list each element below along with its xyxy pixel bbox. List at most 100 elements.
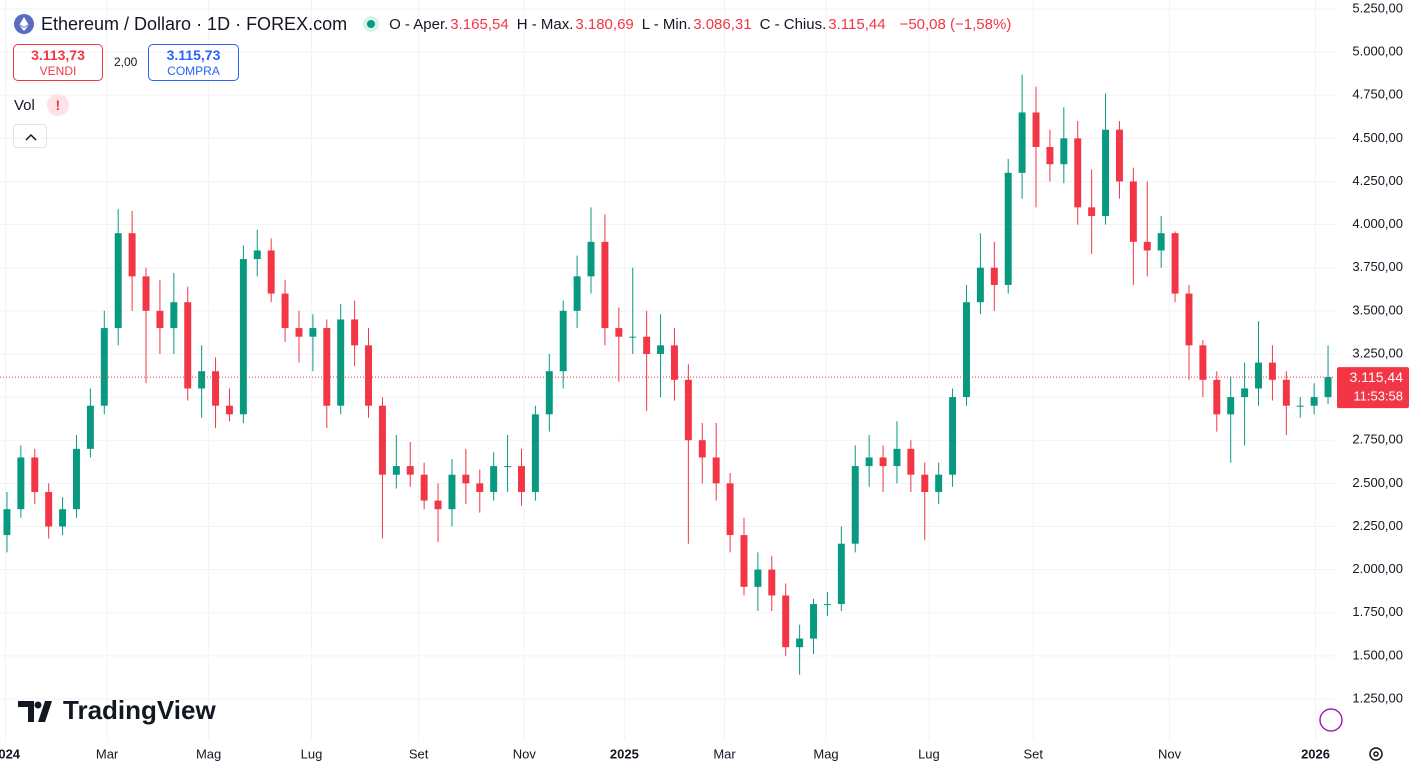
chevron: [25, 133, 37, 141]
candle-body: [253, 250, 261, 260]
candle-body: [295, 328, 303, 337]
candle-body: [1018, 112, 1026, 173]
candle-body: [1004, 172, 1012, 285]
candle-body: [490, 466, 498, 492]
candle-body: [907, 448, 915, 475]
candle-body: [1324, 377, 1332, 398]
settings-icon-core: [1373, 751, 1379, 757]
ohlc-label: O - Aper.: [389, 15, 449, 33]
candle-body: [1213, 379, 1221, 415]
candle-body: [545, 371, 553, 415]
y-tick-label: 4.750,00: [1352, 87, 1403, 102]
ohlc-label: L - Min.: [641, 15, 692, 33]
candle-body: [684, 379, 692, 441]
candle-body: [1074, 138, 1082, 208]
candle-body: [462, 474, 470, 484]
y-tick-label: 2.500,00: [1352, 475, 1403, 490]
countdown-label: 11:53:58: [1353, 389, 1403, 404]
plot: [0, 0, 1335, 740]
x-tick-label: Mar: [96, 746, 119, 761]
candle-body: [823, 604, 831, 606]
settings-button[interactable]: [1369, 747, 1383, 761]
candle-body: [198, 371, 206, 389]
indicator-name[interactable]: Vol: [14, 96, 35, 114]
candle-body: [796, 638, 804, 648]
candle-body: [156, 310, 164, 329]
watermark-logo-dot: [34, 701, 42, 709]
x-tick-label: 2025: [610, 746, 639, 761]
ohlc-value: 3.165,54: [450, 15, 509, 33]
candle-body: [281, 293, 289, 329]
candle-body: [851, 466, 859, 544]
candle-body: [114, 233, 122, 329]
candle-body: [990, 267, 998, 285]
ohlc-value: 3.086,31: [693, 15, 752, 33]
y-tick-label: 5.250,00: [1352, 0, 1403, 15]
candle-body: [3, 509, 11, 536]
candle-body: [531, 414, 539, 492]
sell-button[interactable]: 3.113,73 VENDI: [13, 44, 103, 81]
buy-label: COMPRA: [167, 64, 220, 78]
spread: 2,00: [114, 55, 138, 69]
y-tick-label: 3.750,00: [1352, 259, 1403, 274]
candle-body: [267, 250, 275, 294]
candle-body: [1060, 138, 1068, 165]
candle-body: [643, 336, 651, 354]
candle-body: [1088, 207, 1096, 216]
y-tick-label: 4.000,00: [1352, 216, 1403, 231]
candle-body: [1171, 233, 1179, 294]
candle-body: [504, 466, 512, 468]
indicator: Vol !: [14, 94, 69, 116]
candle-body: [73, 448, 80, 510]
y-tick-label: 2.000,00: [1352, 561, 1403, 576]
candle-body: [879, 457, 887, 467]
watermark-logo: [18, 701, 52, 722]
x-tick-label: 2024: [0, 746, 21, 761]
change: −50,08 (−1,58%): [899, 15, 1012, 33]
candle-body: [670, 345, 678, 380]
y-tick-label: 2.750,00: [1352, 432, 1403, 447]
collapse-button[interactable]: [13, 124, 47, 148]
candle-body: [1268, 362, 1276, 380]
candle-body: [657, 345, 665, 354]
candle-body: [225, 405, 233, 415]
candle-body: [59, 509, 67, 527]
candle-body: [128, 233, 136, 277]
ohlc-value: 3.180,69: [575, 15, 634, 33]
candle-body: [420, 474, 428, 501]
candle-body: [1102, 129, 1110, 216]
candle-body: [31, 457, 39, 492]
candle-body: [1282, 379, 1290, 406]
candle-body: [1310, 397, 1318, 406]
candle-body: [1115, 129, 1123, 182]
candle-body: [810, 604, 817, 639]
candle-body: [712, 457, 720, 484]
candle-body: [587, 241, 595, 277]
sell-label: VENDI: [39, 64, 77, 78]
candle-body: [1129, 181, 1137, 242]
x-tick-label: Mag: [813, 746, 838, 761]
candle-body: [365, 345, 372, 406]
candle-body: [86, 405, 94, 449]
buy-button[interactable]: 3.115,73 COMPRA: [148, 44, 239, 81]
candle-body: [406, 466, 414, 475]
candle-body: [378, 405, 386, 475]
candle-body: [434, 500, 442, 510]
candle-body: [239, 259, 247, 415]
x-tick-label: Nov: [513, 746, 537, 761]
indicator-alert[interactable]: !: [46, 94, 69, 116]
candle-body: [184, 302, 192, 389]
candle-body: [615, 328, 623, 337]
y-tick-label: 5.000,00: [1352, 44, 1403, 59]
x-tick-label: Nov: [1158, 746, 1182, 761]
symbol-title[interactable]: Ethereum / Dollaro · 1D · FOREX.com: [41, 13, 348, 34]
candle-body: [337, 319, 345, 406]
status-dot: [363, 16, 380, 32]
x-tick-label: Lug: [918, 746, 940, 761]
candle-body: [754, 569, 762, 587]
settings-icon: [1369, 747, 1383, 761]
x-tick-label: 2026: [1301, 746, 1330, 761]
x-tick-label: Set: [1023, 746, 1043, 761]
ohlc-label: H - Max.: [516, 15, 574, 33]
